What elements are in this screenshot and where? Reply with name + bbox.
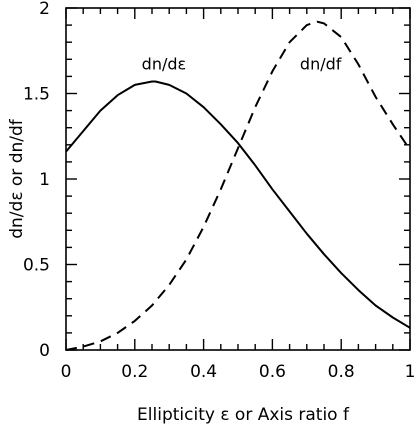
x-tick-label: 0.2 xyxy=(121,362,148,382)
plot-frame xyxy=(65,7,411,351)
y-tick-label: 2 xyxy=(39,0,50,19)
x-tick-label: 0 xyxy=(61,362,72,382)
x-tick-label: 0.8 xyxy=(328,362,355,382)
y-tick-label: 0 xyxy=(39,341,50,361)
x-tick-label: 0.6 xyxy=(259,362,286,382)
series-label-2: dn/df xyxy=(300,55,342,74)
y-tick-label: 0.5 xyxy=(23,256,50,276)
y-tick-label: 1 xyxy=(39,170,50,190)
x-axis-title: Ellipticity ε or Axis ratio f xyxy=(137,405,350,425)
series-line-2 xyxy=(65,20,411,351)
series-line-1 xyxy=(65,80,411,329)
series-label-1: dn/dε xyxy=(142,55,187,74)
y-axis-title: dn/dε or dn/df xyxy=(7,118,27,239)
y-tick-label: 1.5 xyxy=(23,85,50,105)
x-tick-label: 0.4 xyxy=(190,362,217,382)
x-tick-label: 1 xyxy=(405,362,415,382)
